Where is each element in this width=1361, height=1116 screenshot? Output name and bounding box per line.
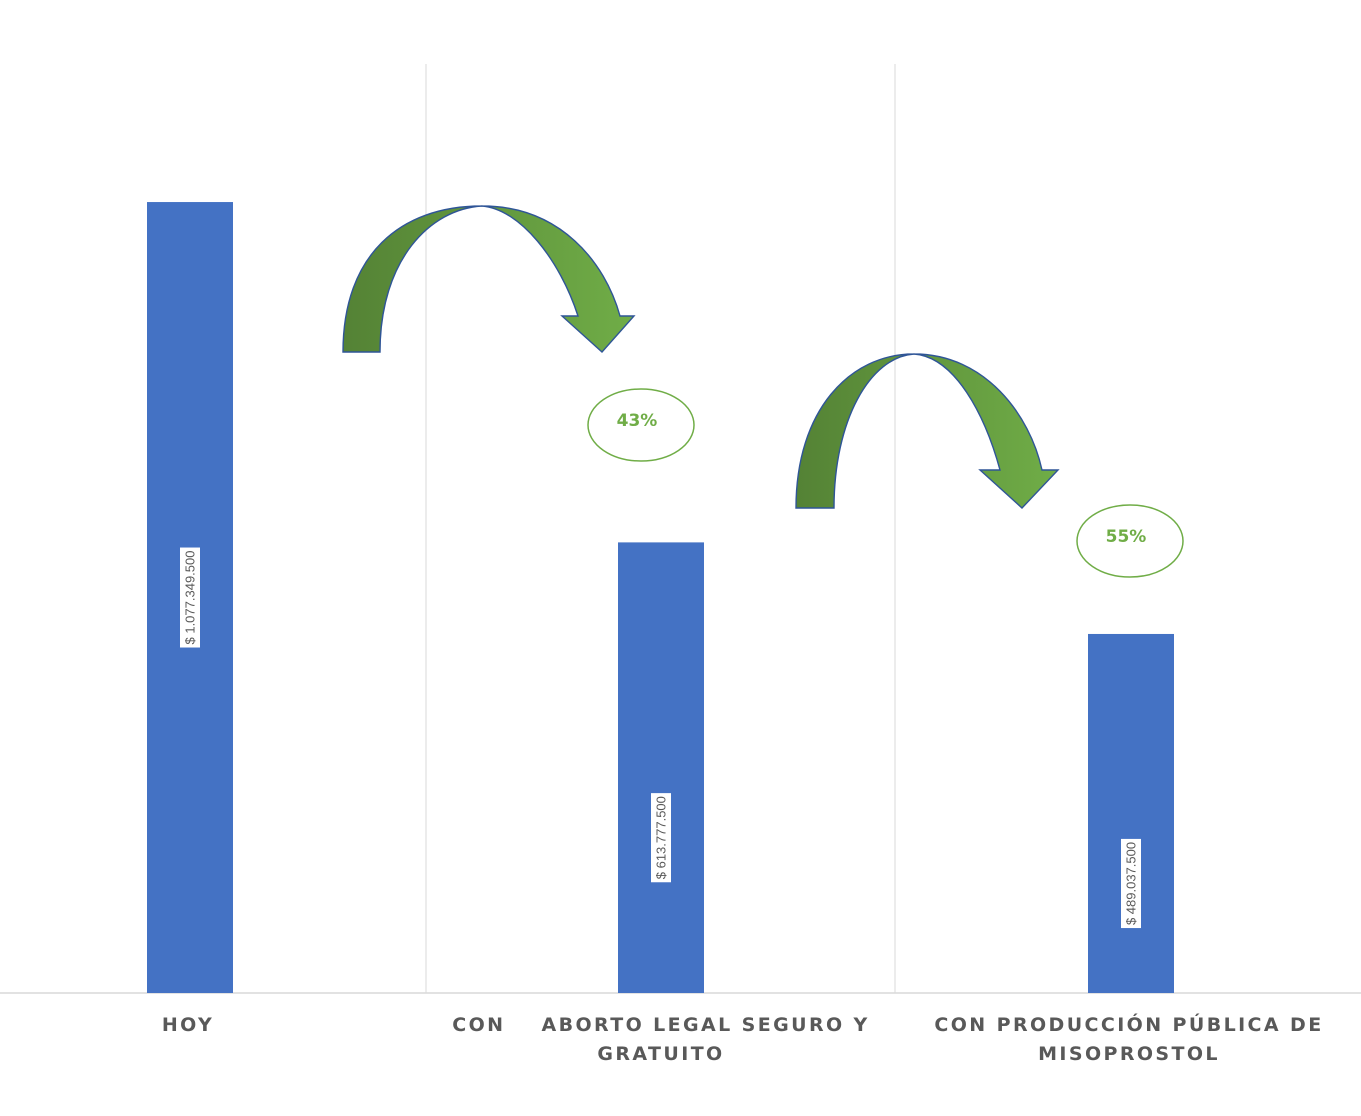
percent-annotation-text: 43%	[617, 411, 658, 431]
data-label: $ 489.037.500	[1121, 838, 1141, 929]
percent-annotation-ellipse	[1076, 504, 1184, 578]
category-label-line: GRATUITO	[597, 1043, 724, 1065]
data-label-background	[180, 547, 200, 648]
category-label-line: CON ABORTO LEGAL SEGURO Y	[452, 1014, 869, 1036]
bar	[618, 542, 704, 993]
data-label: $ 1.077.349.500	[180, 547, 200, 648]
data-label-text: $ 1.077.349.500	[183, 551, 198, 645]
percent-annotations: 43% 55%	[587, 388, 1184, 578]
percent-annotation: 55%	[1076, 504, 1184, 578]
arrow-annotations	[342, 205, 1060, 509]
data-label-text: $ 613.777.500	[654, 796, 669, 879]
category-label-line: HOY	[162, 1014, 214, 1036]
data-label: $ 613.777.500	[651, 793, 671, 883]
data-label-text: $ 489.037.500	[1124, 842, 1139, 925]
percent-annotation: 43%	[587, 388, 695, 462]
bar	[1088, 633, 1174, 993]
category-labels: HOY CON ABORTO LEGAL SEGURO Y GRATUITOCON …	[162, 1012, 1323, 1065]
category-label: CON ABORTO LEGAL SEGURO Y GRATUITO	[452, 1014, 869, 1065]
category-label: HOY	[162, 1014, 214, 1036]
category-label-line: CON PRODUCCIÓN PÚBLICA DE	[934, 1012, 1323, 1036]
category-label: CON PRODUCCIÓN PÚBLICA DE MISOPROSTOL	[934, 1012, 1323, 1065]
percent-annotation-text: 55%	[1106, 527, 1147, 547]
percent-annotation-ellipse	[587, 388, 695, 462]
category-label-line: MISOPROSTOL	[1038, 1043, 1220, 1065]
data-labels: $ 1.077.349.500 $ 613.777.500 $ 489.037.50…	[180, 547, 1141, 929]
data-label-background	[651, 793, 671, 883]
data-label-background	[1121, 838, 1141, 929]
curved-arrow-icon	[795, 353, 1060, 509]
curved-arrow-icon	[342, 205, 636, 353]
